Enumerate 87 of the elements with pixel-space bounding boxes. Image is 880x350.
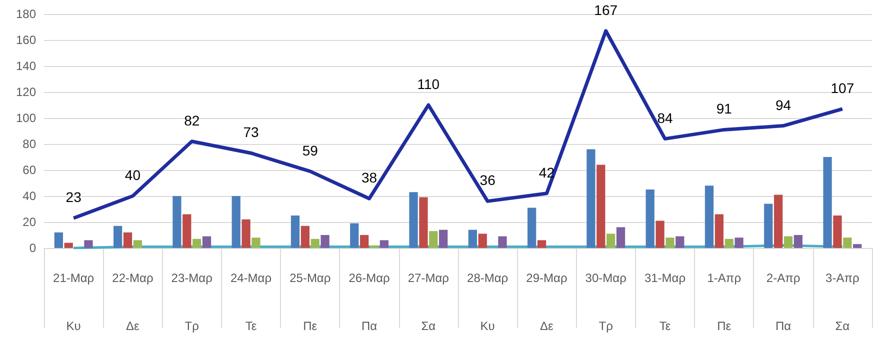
category-label: 28-Μαρ Κυ — [467, 271, 508, 333]
data-label: 94 — [775, 96, 792, 113]
data-label: 38 — [361, 170, 378, 186]
y-tick-label: 100 — [16, 111, 36, 125]
category-label: 2-Απρ Πα — [766, 271, 800, 333]
data-label: 40 — [124, 167, 141, 183]
bar — [64, 242, 73, 248]
bar — [833, 216, 842, 248]
data-label: 107 — [830, 80, 854, 96]
bar — [676, 236, 684, 248]
bar — [656, 220, 664, 248]
bar — [290, 216, 300, 248]
bar — [586, 149, 596, 248]
bar — [252, 238, 260, 248]
category-label: 23-Μαρ Τρ — [171, 271, 212, 333]
bar — [596, 164, 606, 248]
bar — [704, 186, 714, 248]
data-label: 36 — [480, 172, 496, 188]
bar — [232, 196, 240, 248]
y-tick-label: 140 — [16, 59, 36, 73]
y-tick-label: 120 — [16, 85, 36, 99]
data-label: 23 — [66, 189, 82, 206]
y-tick-label: 160 — [16, 33, 36, 47]
bar — [310, 238, 320, 248]
bar — [419, 197, 428, 248]
data-label: 59 — [302, 142, 318, 158]
bar — [537, 240, 546, 248]
y-tick-label: 60 — [22, 163, 36, 177]
category-label: 25-Μαρ Πε — [290, 271, 331, 333]
bar — [714, 214, 724, 248]
bar — [429, 231, 438, 248]
y-tick-label: 0 — [29, 241, 36, 255]
bar — [380, 240, 389, 248]
category-label: 24-Μαρ Τε — [230, 271, 272, 333]
bar — [853, 244, 862, 248]
bar — [724, 238, 734, 248]
bar — [84, 240, 93, 248]
data-label: 84 — [657, 110, 673, 126]
bar — [478, 234, 487, 248]
bar — [172, 196, 182, 248]
data-label: 110 — [417, 76, 440, 92]
bar — [468, 230, 477, 248]
bar — [320, 235, 330, 248]
bar — [794, 235, 803, 248]
bar — [764, 204, 773, 248]
category-label: 29-Μαρ Δε — [526, 271, 568, 333]
bar — [409, 192, 418, 248]
bar — [734, 238, 744, 248]
category-label: 30-Μαρ Τρ — [585, 271, 626, 333]
bar — [616, 227, 626, 248]
data-label: 73 — [243, 124, 259, 140]
bar — [784, 236, 793, 248]
bar — [242, 219, 250, 248]
data-label: 91 — [716, 100, 732, 117]
bar — [360, 235, 369, 248]
bar — [123, 232, 132, 248]
y-tick-label: 180 — [16, 7, 36, 21]
bar — [192, 238, 202, 248]
data-label: 167 — [594, 2, 618, 18]
bar — [133, 240, 142, 248]
y-tick-label: 40 — [22, 189, 36, 203]
bar — [666, 238, 674, 248]
bar — [527, 208, 536, 248]
bar — [113, 226, 122, 248]
bar — [370, 245, 379, 248]
bar — [54, 232, 63, 248]
bar — [498, 236, 507, 248]
bar — [202, 236, 212, 248]
category-label: 27-Μαρ Σα — [408, 271, 449, 333]
category-label: 21-Μαρ Κυ — [53, 271, 94, 333]
bar — [823, 157, 832, 248]
category-label: 26-Μαρ Πα — [348, 271, 390, 333]
bar — [350, 223, 359, 248]
bar — [300, 226, 310, 248]
category-label: 22-Μαρ Δε — [112, 271, 154, 333]
bar — [606, 234, 616, 248]
bar — [182, 214, 192, 248]
bar — [439, 230, 448, 248]
y-tick-label: 20 — [22, 215, 36, 229]
category-label: 31-Μαρ Τε — [644, 271, 686, 333]
bar — [774, 194, 783, 248]
category-label: 3-Απρ Σα — [826, 271, 860, 333]
data-label: 82 — [184, 112, 200, 128]
y-tick-label: 80 — [22, 137, 36, 151]
category-label: 1-Απρ Πε — [707, 271, 742, 333]
bar — [843, 238, 852, 248]
bar — [646, 190, 654, 248]
